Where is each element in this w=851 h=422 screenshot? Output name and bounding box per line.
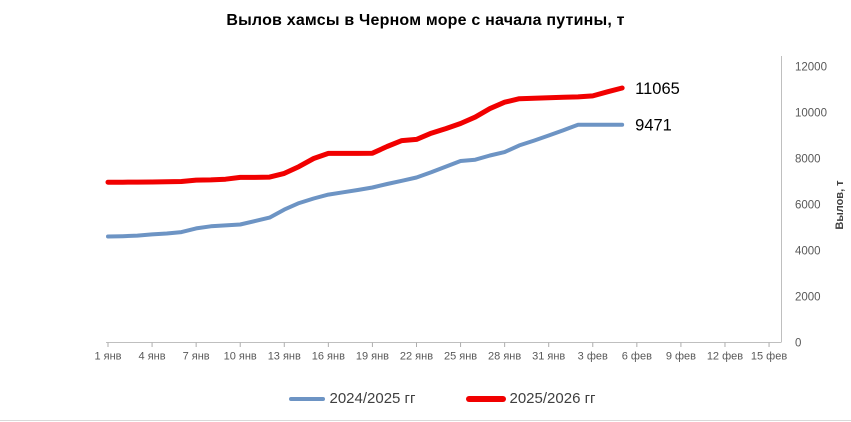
x-tick-label: 4 янв: [139, 351, 166, 363]
x-tick-label: 31 янв: [532, 351, 565, 363]
y-tick-label: 10000: [795, 108, 827, 120]
chart-title: Вылов хамсы в Черном море с начала путин…: [226, 12, 625, 29]
legend-line-swatch-blue: [289, 396, 326, 401]
x-tick-label: 9 фев: [666, 351, 696, 363]
x-tick-label: 28 янв: [488, 351, 521, 363]
series-line-2025-2026-: [105, 85, 625, 185]
legend: 2024/2025 гг 2025/2026 гг: [17, 390, 851, 407]
legend-label: 2024/2025 гг: [329, 390, 416, 407]
x-tick-label: 1 янв: [94, 351, 121, 363]
y-tick-label: 8000: [795, 154, 821, 166]
legend-item-2024-2025: 2024/2025 гг: [289, 390, 416, 407]
y-tick-label: 2000: [795, 292, 821, 304]
x-tick-label: 16 янв: [312, 351, 345, 363]
y-tick-label: 0: [795, 338, 801, 350]
x-tick-label: 19 янв: [356, 351, 389, 363]
legend-label: 2025/2026 гг: [509, 390, 596, 407]
series-end-data-label: 11065: [635, 80, 680, 98]
x-tick-label: 3 фев: [578, 351, 608, 363]
y-tick-label: 12000: [795, 62, 827, 74]
x-tick-label: 15 фев: [751, 351, 787, 363]
legend-item-2025-2026: 2025/2026 гг: [465, 390, 596, 407]
y-tick-label: 4000: [795, 246, 821, 258]
series-end-data-label: 9471: [635, 117, 672, 135]
y-axis-title: Вылов, т: [834, 180, 846, 230]
x-tick-label: 10 янв: [224, 351, 257, 363]
x-tick-label: 12 фев: [707, 351, 743, 363]
x-tick-label: 7 янв: [183, 351, 210, 363]
y-tick-label: 6000: [795, 200, 821, 212]
series-line-2024-2025-: [106, 122, 625, 239]
x-tick-label: 13 янв: [268, 351, 301, 363]
bottom-divider: [0, 420, 851, 421]
x-tick-label: 22 янв: [400, 351, 433, 363]
x-tick-label: 6 фев: [622, 351, 652, 363]
legend-line-swatch-red: [465, 395, 506, 402]
x-tick-label: 25 янв: [444, 351, 477, 363]
